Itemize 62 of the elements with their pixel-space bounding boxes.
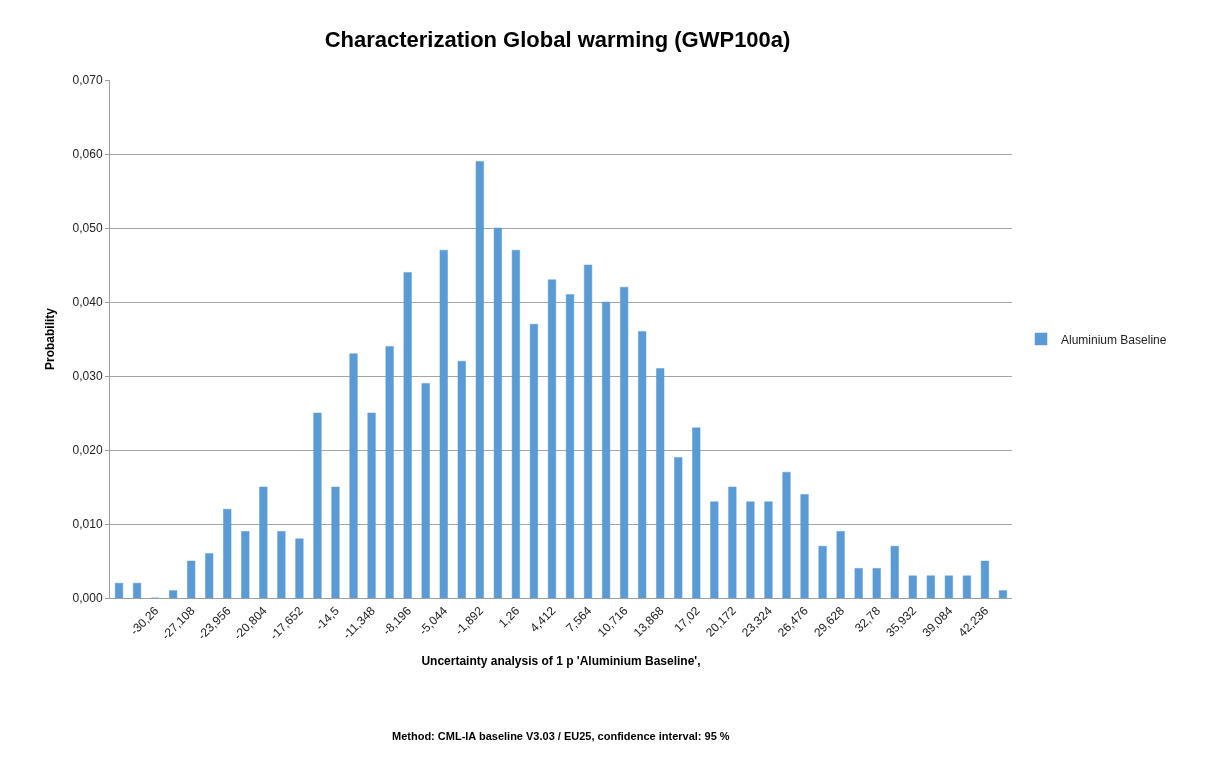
bar	[205, 553, 214, 598]
bar	[692, 427, 701, 598]
bar	[331, 486, 340, 598]
bar	[800, 494, 809, 598]
text: Method: CML-IA baseline V3.03 / EU25, confidence interval: 95 %	[392, 730, 730, 742]
bar	[367, 412, 376, 598]
bar	[565, 294, 575, 598]
y-tick-label: 0,050	[72, 221, 103, 236]
bar	[457, 360, 466, 598]
bar	[241, 531, 250, 598]
y-tick-label: 0,000	[72, 591, 103, 606]
bar	[638, 331, 647, 598]
bar	[187, 560, 196, 598]
y-tick-label: 0,020	[72, 443, 103, 458]
legend-label: Aluminium Baseline	[1061, 332, 1167, 347]
bar	[493, 227, 502, 598]
bar	[746, 501, 755, 598]
bar	[890, 545, 899, 598]
bar	[169, 590, 178, 598]
bar	[114, 582, 124, 598]
bar	[421, 383, 430, 598]
bar	[620, 286, 629, 598]
x-axis-title: Uncertainty analysis of 1 p 'Aluminium Baseline',	[421, 654, 701, 669]
bar	[980, 560, 989, 598]
bar	[764, 501, 773, 598]
bar	[277, 531, 286, 598]
bar	[385, 346, 394, 598]
bar	[439, 249, 448, 598]
bar	[998, 590, 1008, 598]
y-tick-label: 0,030	[72, 369, 103, 384]
bar	[656, 368, 665, 598]
bar	[313, 412, 322, 598]
bar	[529, 323, 538, 598]
bar	[710, 501, 719, 598]
bar	[295, 538, 304, 598]
y-axis-title: Probability	[42, 307, 57, 371]
y-tick-label: 0,040	[72, 295, 103, 310]
bar	[133, 582, 142, 598]
bar	[908, 575, 917, 598]
y-tick-label: 0,070	[72, 73, 103, 88]
chart-title: Characterization Global warming (GWP100a)	[324, 26, 791, 52]
bar	[854, 568, 863, 598]
bar	[584, 264, 593, 598]
bar	[962, 575, 971, 598]
y-tick-label: 0,010	[72, 517, 103, 532]
bar	[728, 486, 737, 598]
bar	[349, 353, 358, 598]
bar	[223, 508, 232, 598]
bar	[547, 279, 557, 598]
bar	[403, 272, 412, 598]
bar	[259, 486, 268, 598]
bar	[475, 161, 484, 598]
bar	[926, 575, 935, 598]
bar	[782, 471, 791, 598]
bar	[674, 457, 683, 598]
bar	[872, 568, 881, 598]
bar	[836, 531, 845, 598]
bar	[818, 545, 827, 598]
bar	[602, 301, 611, 598]
y-tick-label: 0,060	[72, 147, 103, 162]
bar	[511, 249, 520, 598]
bar	[944, 575, 953, 598]
